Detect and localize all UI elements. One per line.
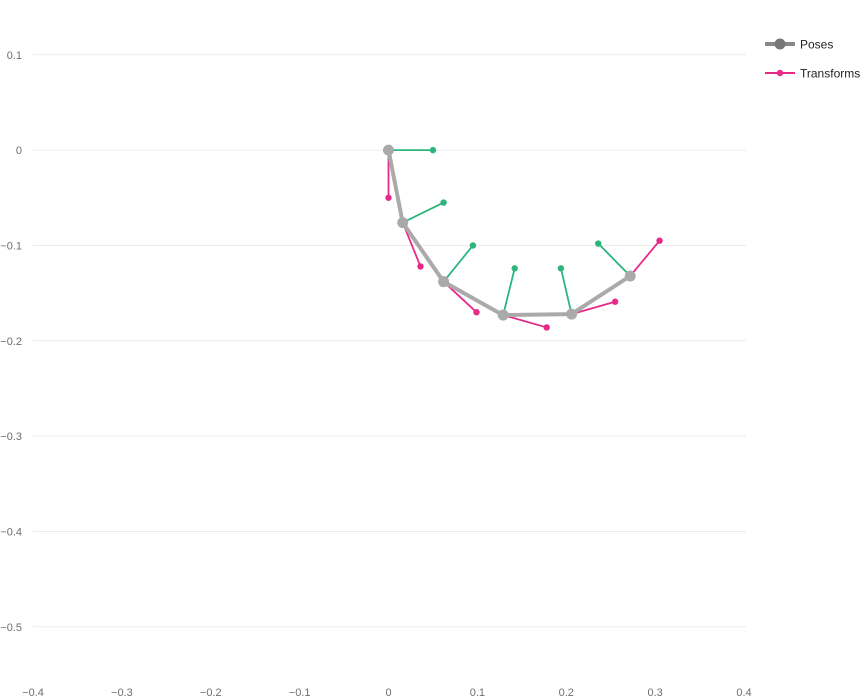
legend-label-transforms: Transforms (800, 67, 860, 81)
legend-label-poses: Poses (800, 38, 833, 52)
y-tick-label: −0.5 (0, 622, 22, 634)
transform-green-point (595, 240, 602, 247)
y-tick-label: −0.3 (0, 431, 22, 443)
transform-green-segment (560, 268, 573, 315)
transform-red-point (473, 308, 480, 316)
transform-green-point (469, 242, 477, 249)
y-tick-label: −0.1 (0, 240, 22, 252)
transforms-series (385, 146, 663, 331)
legend-item-poses[interactable]: Poses (765, 38, 833, 52)
transform-green-point (557, 265, 565, 272)
pose-point[interactable] (438, 276, 450, 288)
transform-red-point (611, 298, 619, 305)
legend: Poses Transforms (765, 38, 860, 81)
y-axis-ticks: 0.1 0 −0.1 −0.2 −0.3 −0.4 −0.5 (0, 50, 22, 634)
x-tick-label: 0 (385, 687, 391, 699)
transform-red-point (385, 194, 392, 201)
pose-point[interactable] (383, 144, 394, 156)
y-tick-label: −0.4 (0, 526, 22, 538)
transform-green-point (440, 199, 447, 206)
pose-point[interactable] (497, 309, 509, 321)
pose-point[interactable] (624, 270, 636, 282)
transform-green-segment (597, 242, 631, 277)
pose-point[interactable] (566, 308, 578, 320)
x-tick-label: 0.4 (736, 687, 751, 699)
x-tick-label: −0.1 (289, 687, 311, 699)
grid (33, 54, 746, 628)
x-tick-label: 0.1 (470, 687, 485, 699)
gray-dot-icon (774, 38, 786, 50)
poses-line (386, 149, 632, 318)
poses-series (383, 144, 636, 321)
transform-red-point (417, 263, 424, 270)
transform-green-segment (502, 268, 516, 316)
transform-green-segment (442, 244, 474, 283)
x-tick-label: −0.4 (22, 687, 44, 699)
x-tick-label: 0.3 (647, 687, 662, 699)
x-tick-label: −0.2 (200, 687, 222, 699)
pink-dot-icon (776, 69, 784, 77)
x-tick-label: −0.3 (111, 687, 133, 699)
transform-green-segment (402, 201, 444, 224)
pose-point[interactable] (397, 217, 409, 229)
transform-red-point (656, 237, 663, 244)
transform-green-point (511, 265, 518, 272)
transform-green-point (429, 146, 437, 154)
transform-red-point (543, 324, 550, 331)
legend-item-transforms[interactable]: Transforms (765, 67, 860, 81)
transform-red-segment (502, 314, 547, 329)
y-tick-label: 0 (16, 145, 22, 157)
transform-red-segment (629, 240, 661, 277)
x-axis-ticks: −0.4 −0.3 −0.2 −0.1 0 0.1 0.2 0.3 0.4 (22, 687, 752, 699)
x-tick-label: 0.2 (559, 687, 574, 699)
y-tick-label: 0.1 (7, 50, 22, 62)
y-tick-label: −0.2 (0, 336, 22, 348)
transform-red-segment (571, 300, 616, 315)
